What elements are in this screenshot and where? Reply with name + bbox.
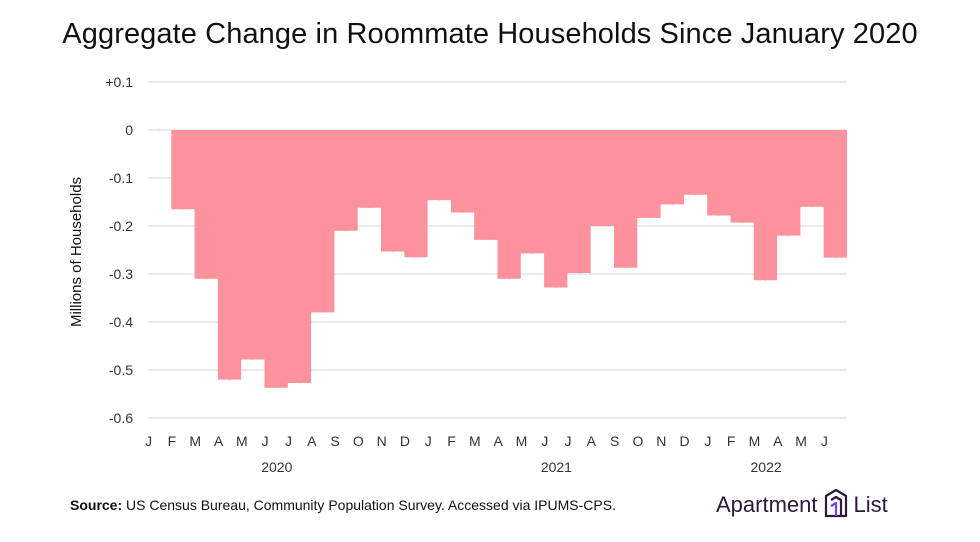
x-tick-label: A (587, 433, 597, 449)
x-tick-label: O (633, 433, 644, 449)
x-tick-label: A (773, 433, 783, 449)
data-point (555, 286, 557, 288)
x-tick-label: J (704, 433, 711, 449)
data-point (625, 267, 627, 269)
x-tick-label: F (168, 433, 177, 449)
y-tick-label: 0 (125, 122, 133, 138)
data-point (741, 222, 743, 224)
x-tick-label: J (145, 433, 152, 449)
data-point (298, 382, 300, 384)
data-point (322, 311, 324, 313)
year-label: 2020 (261, 459, 292, 475)
data-point (415, 256, 417, 258)
x-tick-label: N (377, 433, 387, 449)
source-label: Source: (70, 497, 123, 513)
data-point (764, 279, 766, 281)
data-point (159, 129, 161, 131)
x-tick-label: M (749, 433, 761, 449)
y-tick-label: -0.3 (109, 266, 133, 282)
brand-word-left: Apartment (716, 492, 818, 517)
x-tick-label: F (447, 433, 456, 449)
data-point (205, 278, 207, 280)
data-point (601, 225, 603, 227)
source-note: Source: US Census Bureau, Community Popu… (70, 497, 616, 513)
x-tick-label: M (469, 433, 481, 449)
y-tick-label: -0.6 (109, 410, 133, 426)
apartment-list-logo-icon (823, 488, 849, 523)
data-point (695, 194, 697, 196)
x-tick-label: M (236, 433, 248, 449)
area-series (159, 129, 847, 389)
x-tick-label: J (285, 433, 292, 449)
source-text: US Census Bureau, Community Population S… (126, 497, 616, 513)
data-point (485, 239, 487, 241)
x-tick-label: J (425, 433, 432, 449)
y-axis-ticks: +0.1 0 -0.1 -0.2 -0.3 -0.4 -0.5 -0.6 (105, 74, 133, 426)
x-tick-label: M (795, 433, 807, 449)
x-tick-label: J (541, 433, 548, 449)
x-tick-label: N (656, 433, 666, 449)
data-point (811, 206, 813, 208)
y-tick-label: +0.1 (105, 74, 133, 90)
data-point (229, 379, 231, 381)
data-point (275, 387, 277, 389)
year-labels: 2020 2021 2022 (261, 459, 782, 475)
data-point (182, 208, 184, 210)
y-tick-label: -0.2 (109, 218, 133, 234)
data-point (368, 207, 370, 209)
x-tick-label: F (727, 433, 736, 449)
brand-word-right: List (853, 492, 888, 517)
x-tick-label: A (307, 433, 317, 449)
x-tick-label: D (679, 433, 689, 449)
data-point (392, 250, 394, 252)
year-label: 2022 (751, 459, 782, 475)
y-tick-label: -0.1 (109, 170, 133, 186)
x-tick-label: J (262, 433, 269, 449)
x-tick-label: M (516, 433, 528, 449)
year-label: 2021 (541, 459, 572, 475)
data-point (345, 230, 347, 232)
y-tick-label: -0.4 (109, 314, 133, 330)
x-tick-label: M (189, 433, 201, 449)
data-point (834, 257, 836, 259)
x-tick-label: S (330, 433, 339, 449)
data-point (438, 199, 440, 201)
data-point (648, 217, 650, 219)
data-point (578, 272, 580, 274)
x-tick-label: J (821, 433, 828, 449)
area-fill (159, 130, 847, 388)
x-tick-label: D (400, 433, 410, 449)
data-point (531, 252, 533, 254)
x-tick-label: A (493, 433, 503, 449)
y-tick-label: -0.5 (109, 362, 133, 378)
x-tick-label: J (565, 433, 572, 449)
x-tick-label: S (610, 433, 619, 449)
brand-logo: Apartment List (716, 488, 888, 522)
data-point (508, 278, 510, 280)
x-tick-label: A (214, 433, 224, 449)
data-point (462, 212, 464, 214)
data-point (788, 235, 790, 237)
data-point (671, 203, 673, 205)
y-axis-label: Millions of Households (68, 177, 85, 327)
data-point (718, 214, 720, 216)
data-point (252, 358, 254, 360)
x-tick-label: O (353, 433, 364, 449)
chart-title: Aggregate Change in Roommate Households … (62, 18, 918, 50)
